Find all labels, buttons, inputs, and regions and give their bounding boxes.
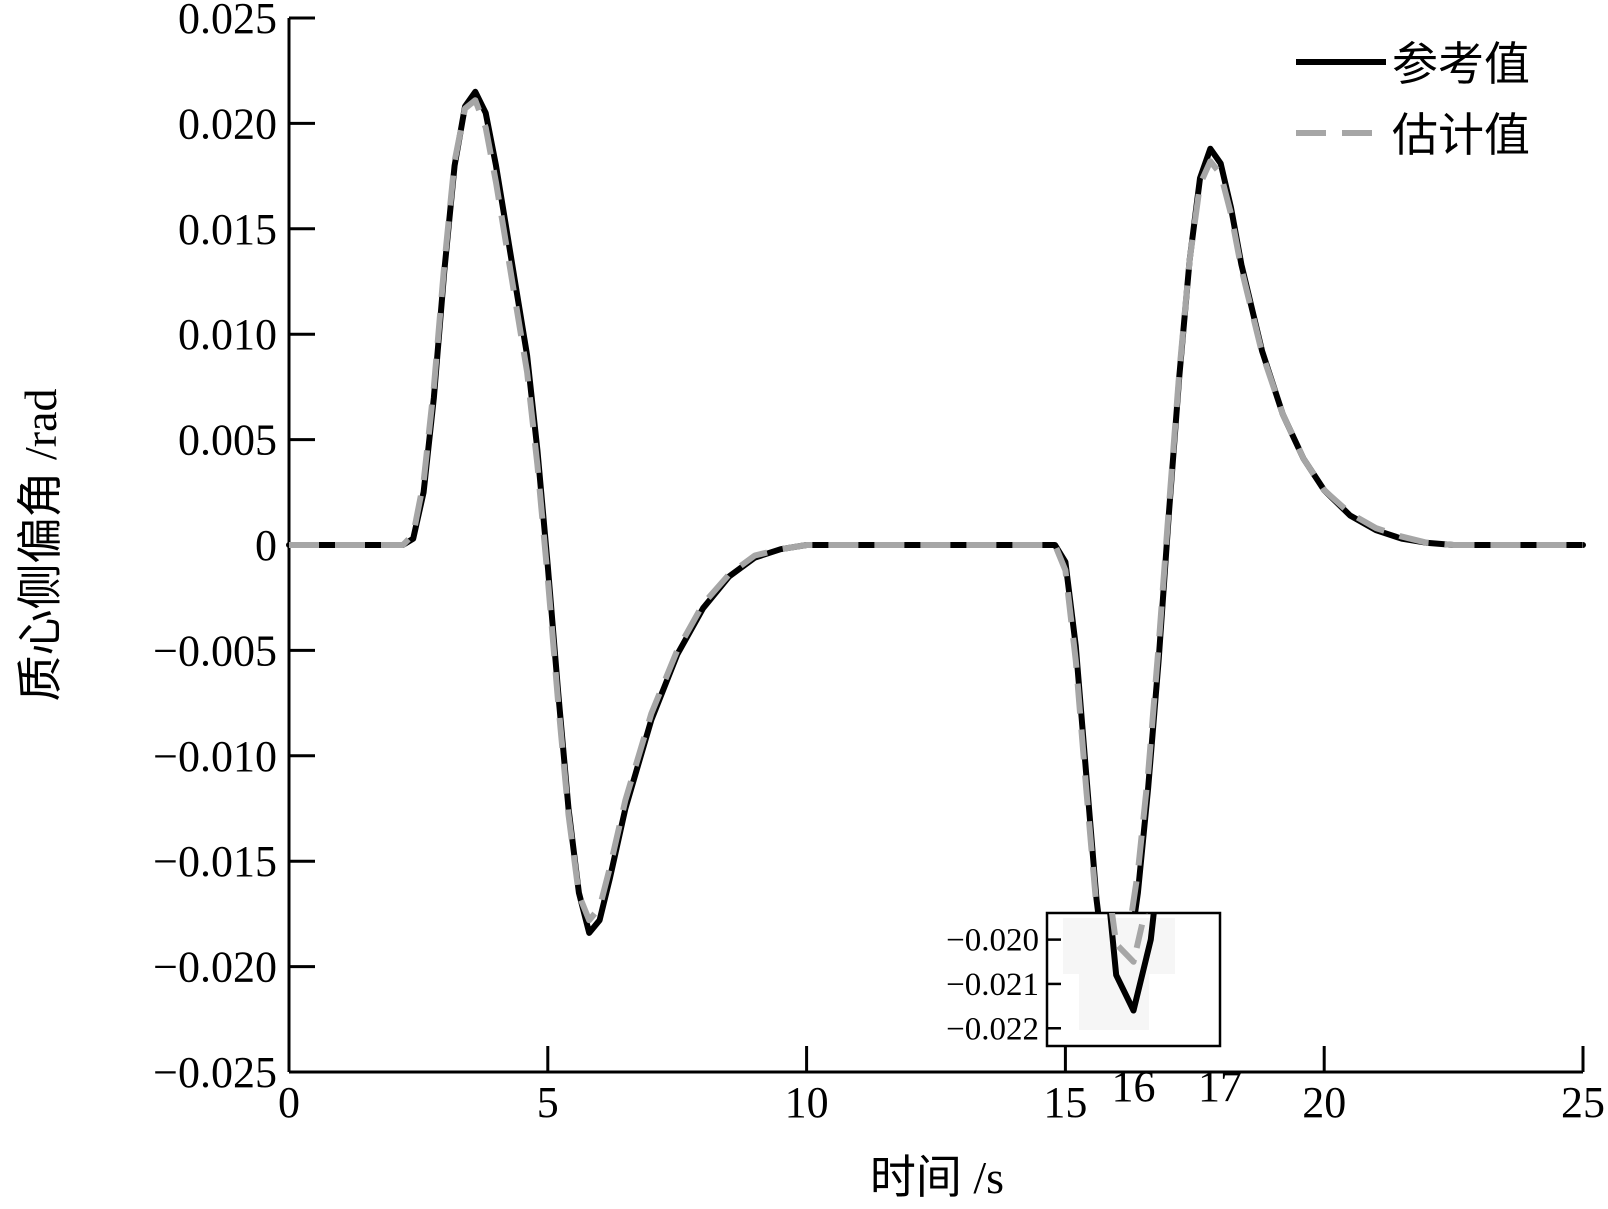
y-tick-label: −0.025 (153, 1048, 277, 1097)
y-tick-label: 0.005 (178, 416, 277, 465)
y-axis-title: 质心侧偏角 /rad (15, 388, 66, 701)
inset-y-tick-label: −0.020 (946, 923, 1039, 959)
y-tick-label: −0.005 (153, 626, 277, 675)
x-tick-label: 15 (1043, 1078, 1087, 1127)
inset-y-tick-label: −0.021 (946, 967, 1039, 1003)
x-tick-label: 0 (278, 1078, 300, 1127)
series-line-estimate (289, 97, 1583, 981)
main-axes: 0.025 0.020 0.015 0.010 0.005 0 −0.005 −0.010 −0… (153, 0, 1605, 1127)
x-tick-label: 25 (1561, 1078, 1605, 1127)
legend: 参考值 估计值 (1296, 39, 1530, 161)
legend-label-reference: 参考值 (1392, 39, 1530, 90)
inset-series (1107, 913, 1157, 1014)
y-tick-label: 0.020 (178, 99, 277, 148)
inset-y-tick-label: −0.022 (946, 1011, 1039, 1047)
inset-line-reference (1107, 913, 1157, 1014)
inset-panel: −0.020 −0.021 −0.022 16 17 (946, 911, 1242, 1111)
x-tick-label: 5 (537, 1078, 559, 1127)
legend-label-estimate: 估计值 (1392, 110, 1530, 161)
series-layer (286, 88, 1586, 1004)
y-tick-label: −0.020 (153, 943, 277, 992)
x-axis-title: 时间 /s (870, 1152, 1004, 1203)
y-tick-label: 0.010 (178, 310, 277, 359)
y-tick-label: 0.015 (178, 205, 277, 254)
x-tick-label: 10 (785, 1078, 829, 1127)
y-tick-label: −0.010 (153, 732, 277, 781)
y-tick-label: 0.025 (178, 0, 277, 43)
inset-x-tick-label: 17 (1198, 1062, 1242, 1111)
y-tick-label: 0 (255, 521, 277, 570)
x-tick-label: 20 (1302, 1078, 1346, 1127)
y-tick-label: −0.015 (153, 837, 277, 886)
inset-x-tick-label: 16 (1112, 1062, 1156, 1111)
